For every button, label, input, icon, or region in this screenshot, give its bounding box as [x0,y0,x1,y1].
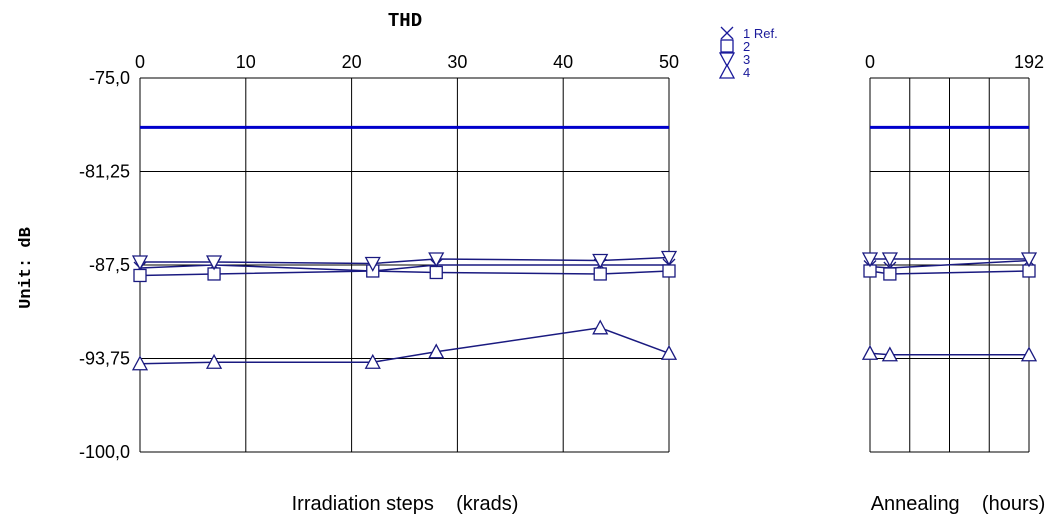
panel-annealing: 0 192 [861,52,1044,453]
x-axis-label-irradiation: Irradiation steps (krads) [292,493,519,515]
legend-label: 4 [743,65,750,80]
series-line-triangle-down [140,256,670,265]
data-point-triangle-up [861,344,879,360]
data-point-triangle-down [131,255,149,271]
series-line-x [139,264,669,272]
data-point-triangle-down [881,252,898,268]
x-tick-label: 0 [865,52,875,72]
data-point-triangle-up [881,346,898,362]
legend-marker-triangle-down [718,52,736,68]
data-point-triangle-down [592,253,609,269]
data-point-triangle-up [592,319,609,335]
legend-marker-square [720,39,734,53]
data-point-square [883,267,897,281]
data-point-triangle-down [861,252,879,268]
data-point-triangle-up [428,343,445,359]
data-point-triangle-up [364,353,381,369]
y-tick-label: -75,0 [89,68,130,88]
legend-marker-x [720,26,734,40]
legend: 1 Ref.234 [718,26,778,80]
chart-title: THD [388,10,422,32]
x-tick-label: 20 [342,52,362,72]
data-point-triangle-down [428,252,445,268]
data-point-triangle-down [1020,252,1038,268]
x-tick-label: 30 [447,52,467,72]
x-axis-label-annealing: Annealing (hours) [871,493,1046,515]
data-point-triangle-up [660,344,678,360]
data-point-square [662,264,676,278]
y-axis-label: Unit: dB [17,227,36,309]
y-tick-label: -81,25 [79,162,130,182]
legend-label: 2 [743,39,750,54]
x-tick-label: 40 [553,52,573,72]
series-line-triangle-up [139,327,670,365]
legend-marker-triangle-up [718,63,736,79]
y-tick-label: -100,0 [79,442,130,462]
data-point-square [593,267,607,281]
x-tick-label: 10 [236,52,256,72]
data-point-triangle-down [660,250,678,266]
data-point-triangle-up [131,355,149,371]
y-tick-label: -93,75 [79,349,130,369]
legend-label: 3 [743,52,750,67]
data-point-triangle-up [1020,346,1038,362]
data-point-square [429,265,443,280]
data-point-triangle-down [364,256,381,272]
y-tick-label: -87,5 [89,255,130,275]
panel-irradiation: -75,0 -81,25 -87,5 -93,75 -100,0 0 10 20 30 40 50 [79,52,679,462]
data-point-triangle-up [205,353,223,369]
data-point-square [133,268,147,283]
x-tick-label: 0 [135,52,145,72]
x-tick-label: 50 [659,52,679,72]
x-tick-label: 192 [1014,52,1044,72]
legend-label: 1 Ref. [743,26,778,41]
series-line-square [139,270,670,277]
data-point-triangle-down [205,255,223,271]
